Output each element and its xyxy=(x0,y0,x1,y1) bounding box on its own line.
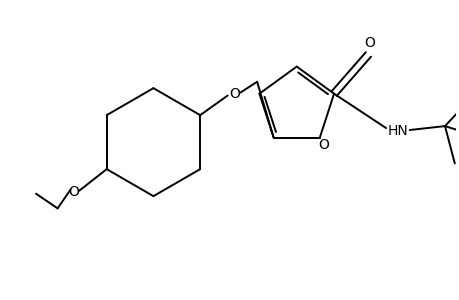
Text: O: O xyxy=(68,185,78,199)
Text: HN: HN xyxy=(386,124,407,138)
Text: O: O xyxy=(363,36,374,50)
Text: O: O xyxy=(229,87,240,100)
Text: O: O xyxy=(318,138,329,152)
